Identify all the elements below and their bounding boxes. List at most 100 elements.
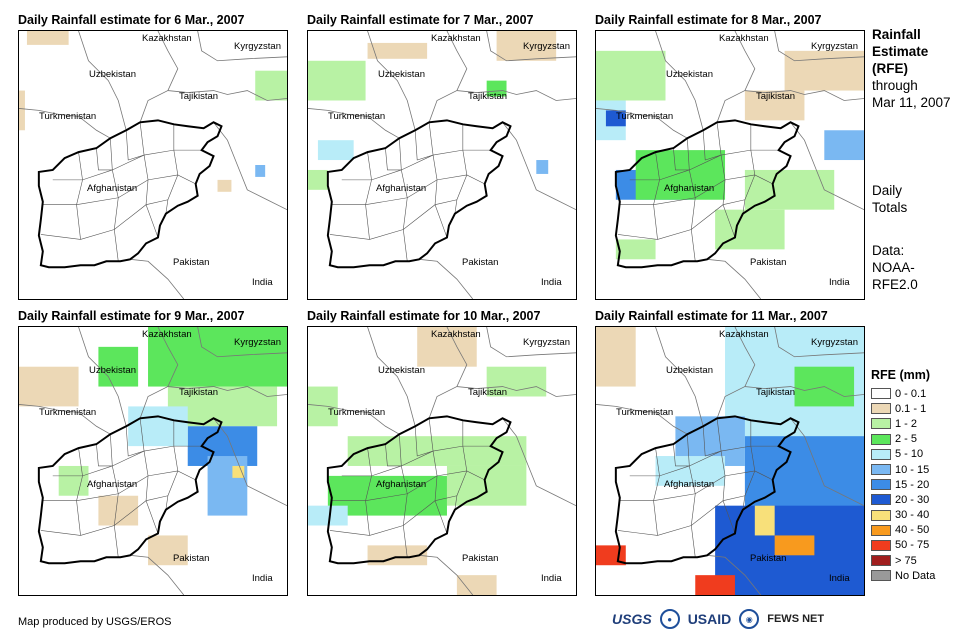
country-label-afghanistan: Afghanistan	[376, 479, 427, 490]
country-border	[655, 327, 704, 427]
legend-label: 0.1 - 1	[895, 402, 927, 415]
country-border	[419, 258, 474, 299]
legend-item: 50 - 75	[871, 538, 971, 553]
legend-swatch	[871, 539, 891, 551]
rainfall-map: Kazakhstan Kyrgyzstan Uzbekistan Tajikistan…	[595, 326, 865, 596]
country-label-pakistan: Pakistan	[750, 257, 787, 268]
afghanistan-border	[326, 415, 512, 565]
country-border	[367, 31, 416, 131]
rainfall-map: Kazakhstan Kyrgyzstan Uzbekistan Tajikistan…	[18, 326, 288, 596]
country-border	[19, 404, 111, 435]
rainfall-area	[128, 406, 188, 447]
country-label-uzbekistan: Uzbekistan	[378, 365, 425, 376]
country-border	[428, 90, 576, 123]
rainfall-area	[232, 465, 245, 478]
map-canvas	[308, 327, 576, 595]
rfe-title-line: Rainfall	[872, 27, 921, 42]
province-boundary	[385, 444, 402, 467]
rainfall-area	[255, 165, 266, 177]
country-label-kazakhstan: Kazakhstan	[431, 33, 481, 44]
country-border	[774, 31, 864, 62]
legend-item: 1 - 2	[871, 416, 971, 431]
legend-swatch	[871, 479, 891, 491]
province-boundary	[125, 426, 145, 457]
rainfall-area	[456, 575, 497, 595]
rainfall-area	[317, 140, 354, 161]
afghanistan-border	[614, 119, 800, 269]
province-boundary	[40, 495, 168, 536]
rfe-legend: RFE (mm) 0 - 0.1 0.1 - 1 1 - 2 2 - 5 5 - 10 1…	[871, 368, 971, 583]
rainfall-map: Kazakhstan Kyrgyzstan Uzbekistan Tajikistan…	[307, 326, 577, 596]
legend-item: No Data	[871, 568, 971, 583]
country-label-uzbekistan: Uzbekistan	[89, 69, 136, 80]
fews-net-logo: FEWS NET	[767, 613, 825, 625]
map-credit: Map produced by USGS/EROS	[18, 616, 172, 628]
country-border	[502, 418, 576, 507]
province-boundary	[673, 148, 690, 171]
rainfall-area	[486, 366, 547, 397]
legend-swatch	[871, 403, 891, 415]
country-border	[197, 31, 287, 62]
province-boundary	[414, 426, 434, 457]
legend-swatch	[871, 433, 891, 445]
legend-label: 5 - 10	[895, 448, 924, 461]
data-source-note: Data: NOAA- RFE2.0	[872, 242, 918, 293]
country-label-kazakhstan: Kazakhstan	[719, 33, 769, 44]
country-label-afghanistan: Afghanistan	[376, 183, 427, 194]
agency-logos: USGS ● USAID ◉ FEWS NET	[612, 609, 824, 629]
country-border	[130, 258, 185, 299]
legend-title: RFE (mm)	[871, 368, 931, 382]
province-boundary	[331, 174, 485, 206]
country-border	[213, 122, 287, 211]
legend-item: 30 - 40	[871, 508, 971, 523]
province-boundary	[629, 445, 779, 477]
afghanistan-border	[37, 119, 223, 269]
country-border	[419, 554, 474, 595]
country-label-pakistan: Pakistan	[173, 553, 210, 564]
legend-swatch	[871, 388, 891, 400]
country-border	[734, 31, 756, 91]
rainfall-area	[774, 535, 815, 556]
rainfall-area	[496, 31, 557, 61]
country-border	[734, 327, 756, 387]
province-boundary	[76, 448, 83, 536]
country-border	[486, 327, 576, 358]
rainfall-area	[596, 50, 666, 101]
legend-item: 5 - 10	[871, 447, 971, 462]
province-boundary	[40, 199, 168, 240]
country-border	[446, 31, 468, 91]
data-source-line: RFE2.0	[872, 277, 918, 292]
daily-totals-note: Daily Totals	[872, 182, 907, 216]
country-label-india: India	[541, 277, 562, 288]
country-label-uzbekistan: Uzbekistan	[666, 69, 713, 80]
country-label-kyrgyzstan: Kyrgyzstan	[234, 41, 281, 52]
country-label-uzbekistan: Uzbekistan	[666, 365, 713, 376]
rainfall-area	[347, 436, 527, 466]
country-border	[596, 108, 688, 139]
country-border	[213, 418, 287, 507]
legend-label: 50 - 75	[895, 539, 930, 552]
province-boundary	[617, 495, 745, 536]
country-label-india: India	[829, 573, 850, 584]
rainfall-area	[19, 366, 79, 407]
rainfall-area	[19, 90, 25, 131]
rainfall-area	[255, 70, 287, 101]
rainfall-area	[486, 80, 507, 97]
province-boundary	[617, 199, 745, 240]
legend-swatch	[871, 448, 891, 460]
rainfall-area	[308, 505, 348, 526]
country-border	[130, 554, 185, 595]
legend-swatch	[871, 418, 891, 430]
country-label-kazakhstan: Kazakhstan	[142, 33, 192, 44]
country-border	[774, 327, 864, 358]
country-label-india: India	[252, 277, 273, 288]
province-boundary	[702, 130, 722, 161]
province-boundary	[125, 130, 145, 161]
province-boundary	[165, 124, 179, 214]
country-border	[139, 386, 287, 419]
country-label-afghanistan: Afghanistan	[87, 183, 138, 194]
country-label-turkmenistan: Turkmenistan	[328, 111, 386, 122]
province-boundary	[341, 149, 491, 181]
legend-item: 15 - 20	[871, 477, 971, 492]
country-border	[139, 90, 287, 123]
